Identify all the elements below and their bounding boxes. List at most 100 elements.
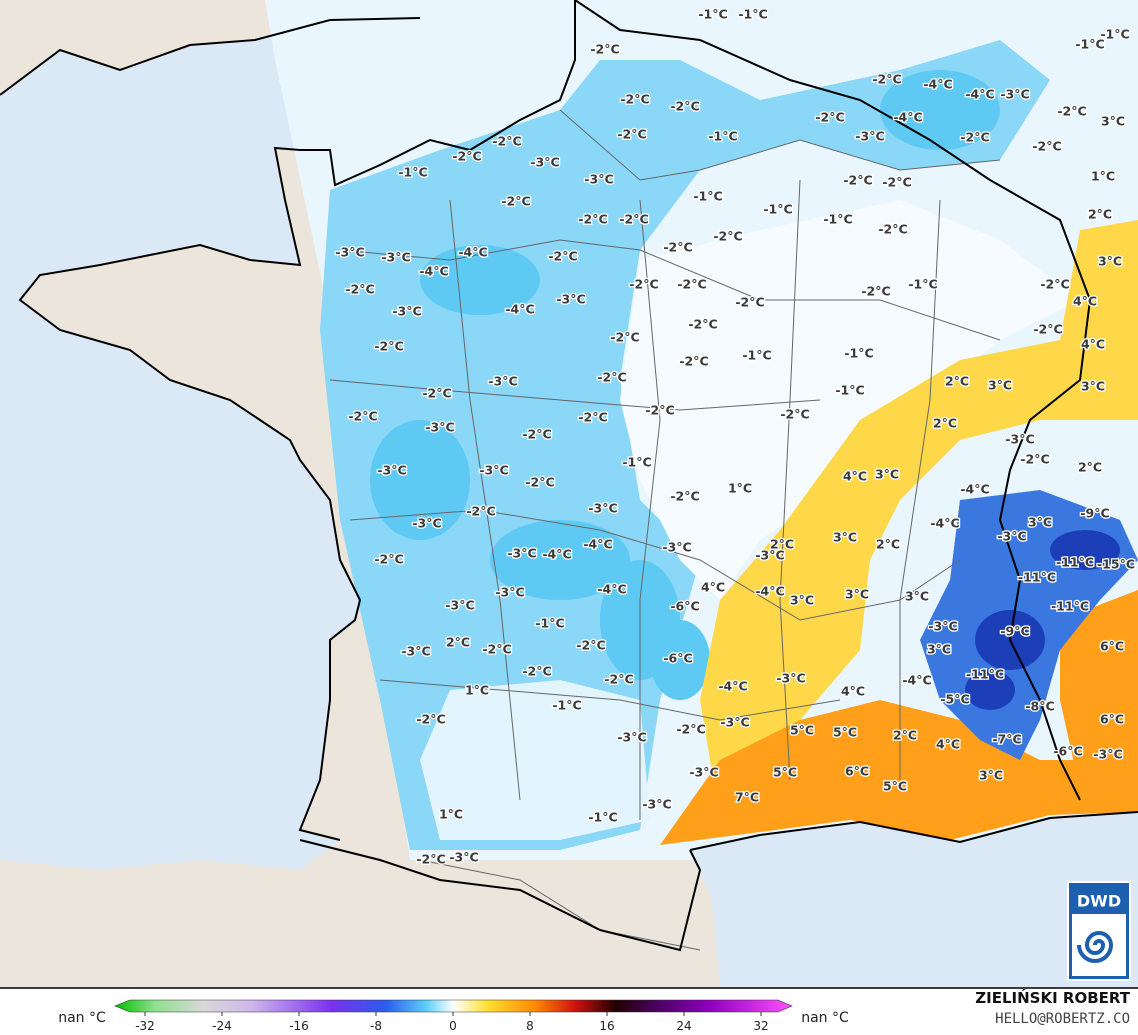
temperature-label: -3°C [401, 644, 430, 659]
temperature-label: -3°C [720, 715, 749, 730]
temperature-label: -2°C [525, 475, 554, 490]
temperature-label: -3°C [588, 501, 617, 516]
temperature-label: 3°C [979, 768, 1003, 783]
sea [0, 0, 575, 870]
temperature-label: 1°C [1091, 169, 1115, 184]
legend-min-label: nan °C [58, 1010, 106, 1026]
temperature-label: -1°C [552, 698, 581, 713]
temperature-label: -2°C [522, 664, 551, 679]
temperature-label: -2°C [345, 282, 374, 297]
temperature-label: 1°C [465, 683, 489, 698]
temperature-label: 3°C [833, 530, 857, 545]
borders [329, 109, 1001, 951]
temperature-label: -3°C [530, 155, 559, 170]
temperature-label: 3°C [988, 378, 1012, 393]
temperature-label: -1°C [738, 7, 767, 22]
temperature-label: -2°C [679, 354, 708, 369]
author: ZIELIŃSKI ROBERT [975, 988, 1130, 1007]
temperature-label: -2°C [492, 134, 521, 149]
temperature-label: 1°C [439, 807, 463, 822]
temperature-label: 6°C [1100, 712, 1124, 727]
temperature-label: -2°C [620, 92, 649, 107]
temperature-label: -3°C [445, 598, 474, 613]
temperature-label: -2°C [882, 175, 911, 190]
temperature-label: -2°C [713, 229, 742, 244]
temperature-label: -4°C [505, 302, 534, 317]
temperature-label: -2°C [1020, 452, 1049, 467]
temperature-label: -2°C [416, 852, 445, 867]
mild-area [420, 680, 650, 840]
temperature-label: -2°C [1057, 104, 1086, 119]
warm-area [700, 220, 1138, 820]
temperature-label: -3°C [1000, 87, 1029, 102]
temperature-label: 5°C [833, 725, 857, 740]
temperature-label: -2°C [576, 638, 605, 653]
colorbar-tick-label: -24 [212, 1019, 232, 1033]
temperature-label: -11°C [966, 667, 1004, 682]
colorbar-tick-label: 24 [676, 1019, 691, 1033]
temperature-label: -2°C [422, 386, 451, 401]
temperature-label: -2°C [663, 240, 692, 255]
hot-area [1060, 590, 1138, 800]
temperature-label: 4°C [936, 737, 960, 752]
temperature-label: -4°C [923, 77, 952, 92]
temperature-label: -2°C [604, 672, 633, 687]
legend-max-label: nan °C [801, 1010, 849, 1026]
temperature-label: -3°C [556, 292, 585, 307]
temperature-label: -11°C [1051, 599, 1089, 614]
temperature-label: -4°C [902, 673, 931, 688]
mild-area [620, 200, 1080, 600]
temperature-label: -3°C [617, 730, 646, 745]
temperature-label: -2°C [548, 249, 577, 264]
temperature-label: -11°C [1018, 570, 1056, 585]
temperature-label: -1°C [844, 346, 873, 361]
temperature-label: -3°C [507, 546, 536, 561]
temperature-label: 2°C [1088, 207, 1112, 222]
temperature-label: -3°C [776, 671, 805, 686]
temperature-label: 6°C [845, 764, 869, 779]
temperature-label: -3°C [855, 129, 884, 144]
temperature-label: -2°C [780, 407, 809, 422]
temperature-label: -2°C [416, 712, 445, 727]
temperature-label: -11°C [1056, 555, 1094, 570]
temperature-label: -2°C [677, 277, 706, 292]
temperature-label: -3°C [642, 797, 671, 812]
temperature-label: -4°C [893, 110, 922, 125]
temperature-label: -3°C [412, 516, 441, 531]
temperature-label: -1°C [835, 383, 864, 398]
temperature-label: -3°C [997, 529, 1026, 544]
temperature-label: 3°C [1101, 114, 1125, 129]
temperature-label: -3°C [755, 548, 784, 563]
colorbar [114, 999, 793, 1013]
temperature-label: 5°C [773, 765, 797, 780]
colorbar-tick-label: -8 [370, 1019, 382, 1033]
temperature-label: -2°C [374, 339, 403, 354]
temperature-label: -2°C [466, 504, 495, 519]
temperature-label: -1°C [588, 810, 617, 825]
temperature-label: -4°C [458, 245, 487, 260]
hot-area [660, 700, 1138, 845]
temperature-label: -2°C [1032, 139, 1061, 154]
logo-text: DWD [1077, 892, 1121, 911]
colorbar-tick-label: 32 [753, 1019, 768, 1033]
temperature-label: 3°C [845, 587, 869, 602]
temperature-label: 3°C [927, 642, 951, 657]
temperature-label: -2°C [1040, 277, 1069, 292]
temperature-label: -6°C [670, 599, 699, 614]
temperature-label: -1°C [763, 202, 792, 217]
temperature-label: -2°C [629, 277, 658, 292]
temperature-label: -3°C [689, 765, 718, 780]
temperature-label: 2°C [876, 537, 900, 552]
temperature-label: 2°C [893, 728, 917, 743]
temperature-label: 2°C [446, 635, 470, 650]
temperature-label: -2°C [670, 99, 699, 114]
colorbar-tick-label: -32 [135, 1019, 155, 1033]
temperature-label: 4°C [1081, 337, 1105, 352]
temperature-label: -1°C [622, 455, 651, 470]
temperature-label: -2°C [590, 42, 619, 57]
temperature-label: -1°C [742, 348, 771, 363]
temperature-label: 3°C [1098, 254, 1122, 269]
temperature-label: -2°C [878, 222, 907, 237]
sea [690, 812, 1138, 988]
temperature-label: -4°C [755, 584, 784, 599]
